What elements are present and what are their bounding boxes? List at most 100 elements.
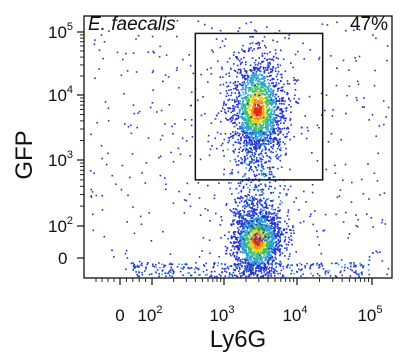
event-point: [225, 112, 227, 114]
event-point: [300, 275, 302, 277]
event-point: [256, 137, 258, 140]
event-point: [358, 28, 361, 31]
event-point: [272, 141, 275, 143]
event-point: [262, 234, 264, 236]
event-point: [258, 254, 261, 257]
event-point: [153, 51, 155, 54]
event-point: [265, 268, 268, 271]
event-point: [267, 276, 269, 278]
event-point: [256, 248, 258, 251]
event-point: [263, 207, 265, 209]
event-point: [289, 185, 292, 188]
event-point: [268, 171, 271, 173]
event-point: [105, 163, 108, 166]
event-point: [263, 93, 265, 95]
event-point: [262, 209, 264, 212]
event-point: [248, 104, 250, 107]
event-point: [138, 260, 141, 263]
event-point: [272, 271, 275, 273]
event-point: [175, 69, 178, 71]
event-point: [367, 269, 370, 271]
event-point: [324, 213, 327, 216]
event-point: [237, 259, 239, 261]
event-point: [242, 217, 245, 219]
event-point: [280, 262, 283, 264]
event-point: [263, 109, 266, 112]
event-point: [257, 117, 259, 119]
event-point: [241, 240, 243, 243]
event-point: [240, 139, 242, 142]
event-point: [268, 271, 270, 273]
event-point: [243, 96, 246, 99]
event-point: [101, 157, 103, 160]
event-point: [155, 266, 157, 269]
event-point: [241, 81, 244, 84]
event-point: [231, 116, 233, 118]
event-point: [251, 114, 254, 116]
event-point: [253, 120, 255, 122]
event-point: [256, 108, 258, 110]
event-point: [240, 62, 242, 64]
event-point: [355, 224, 358, 227]
event-point: [237, 215, 240, 218]
event-point: [249, 147, 251, 149]
event-point: [241, 73, 243, 76]
event-point: [276, 123, 278, 126]
event-point: [240, 127, 243, 129]
event-point: [258, 132, 261, 134]
event-point: [184, 118, 186, 121]
event-point: [263, 122, 265, 125]
event-point: [255, 141, 258, 143]
event-point: [261, 229, 264, 232]
event-point: [231, 236, 234, 239]
event-point: [259, 83, 261, 85]
event-point: [259, 269, 262, 272]
event-point: [255, 186, 258, 188]
event-point: [292, 226, 294, 229]
event-point: [267, 262, 270, 264]
event-point: [182, 268, 184, 270]
event-point: [253, 152, 256, 154]
event-point: [243, 214, 246, 217]
event-point: [242, 110, 245, 112]
event-point: [263, 111, 265, 114]
event-point: [268, 90, 270, 92]
event-point: [276, 100, 278, 102]
event-point: [178, 87, 180, 89]
event-point: [230, 182, 232, 184]
event-point: [243, 268, 246, 270]
event-point: [327, 141, 330, 143]
event-point: [271, 205, 273, 208]
event-point: [240, 137, 242, 139]
event-point: [266, 66, 269, 68]
event-point: [264, 146, 267, 149]
event-point: [286, 194, 288, 196]
event-point: [265, 252, 267, 254]
event-point: [282, 58, 285, 60]
event-point: [264, 274, 267, 277]
event-point: [273, 227, 275, 229]
event-point: [355, 214, 357, 216]
event-point: [259, 230, 261, 232]
event-point: [240, 71, 242, 73]
event-point: [259, 237, 262, 240]
event-point: [235, 87, 237, 89]
event-point: [254, 83, 257, 86]
event-point: [294, 79, 297, 81]
event-point: [258, 240, 261, 243]
event-point: [226, 247, 229, 250]
event-point: [245, 231, 247, 234]
event-point: [201, 250, 203, 252]
event-point: [267, 118, 269, 120]
event-point: [269, 132, 272, 135]
event-point: [251, 90, 253, 92]
event-point: [281, 116, 283, 119]
event-point: [270, 98, 272, 101]
event-point: [241, 162, 243, 165]
event-point: [353, 262, 355, 264]
event-point: [247, 150, 250, 152]
event-point: [164, 74, 167, 76]
event-point: [230, 242, 233, 244]
event-point: [253, 224, 255, 226]
event-point: [251, 229, 254, 231]
